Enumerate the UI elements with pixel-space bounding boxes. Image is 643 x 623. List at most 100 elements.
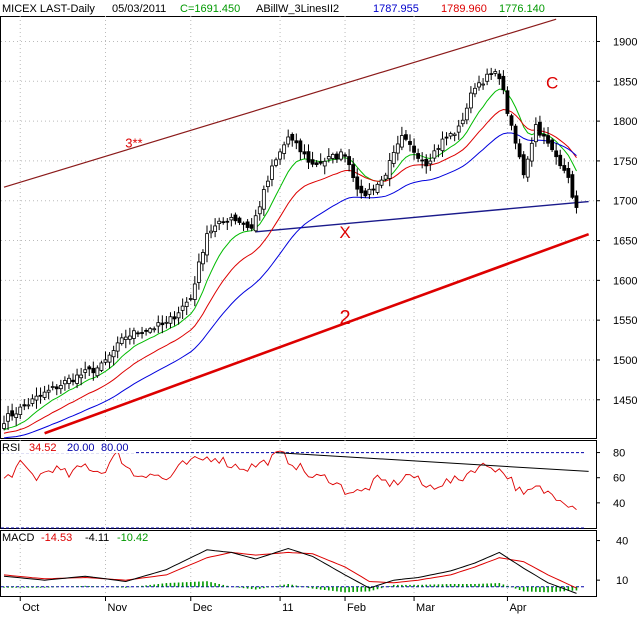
price-bar-body [416, 153, 421, 159]
price-bar-body [58, 385, 63, 390]
price-bar-body [375, 183, 380, 193]
price-bar-body [432, 150, 437, 159]
price-bar-body [119, 337, 124, 344]
price-bar-body [343, 154, 347, 157]
price-bar-body [282, 144, 287, 154]
price-bar-body [184, 301, 189, 307]
price-bar-body [440, 138, 445, 152]
price-bar-body [34, 395, 39, 401]
price-bar-body [367, 188, 372, 195]
price-bars-layer [2, 67, 579, 431]
price-bar-body [205, 233, 209, 256]
chart-annotation: 2 [339, 307, 350, 329]
x-tick-label: Mar [416, 602, 435, 614]
support-line [255, 200, 589, 233]
price-bar-body [294, 140, 299, 144]
price-bar-body [501, 75, 506, 91]
price-bar-body [558, 154, 563, 167]
price-tick-label: 1650 [613, 236, 637, 248]
price-bar-body [71, 379, 75, 383]
ma-fast-line [3, 88, 577, 431]
price-bar-body [217, 220, 222, 224]
price-bar-body [452, 133, 457, 136]
price-bar-body [132, 330, 136, 339]
price-bar-body [493, 71, 498, 74]
price-bar-body [10, 410, 15, 417]
price-bar-body [554, 150, 559, 158]
price-tick-label: 1450 [613, 395, 637, 407]
price-bar-body [115, 342, 120, 352]
header-date: 05/03/2011 [112, 3, 166, 15]
price-bar-body [172, 316, 177, 320]
price-bar-body [481, 83, 485, 86]
moving-average-layer [3, 88, 577, 439]
price-bar-body [302, 151, 307, 155]
price-bar-body [176, 312, 181, 319]
price-bar-body [2, 423, 6, 429]
macd-hist-value: -10.42 [117, 532, 148, 544]
price-bar-body [111, 350, 116, 358]
price-bar-body [529, 142, 534, 162]
price-bar-body [18, 406, 23, 415]
price-bar-body [347, 156, 352, 166]
price-bar-body [278, 151, 282, 160]
price-bar-body [497, 73, 502, 80]
price-bar-body [562, 165, 567, 171]
price-tick-label: 1800 [613, 116, 637, 128]
price-bar-body [75, 374, 79, 384]
macd-tick-label: 40 [616, 536, 628, 548]
price-bar-body [420, 159, 425, 162]
header-value-2: 1789.960 [441, 3, 487, 15]
price-bar-body [233, 214, 238, 222]
rsi-tick-label: 40 [613, 498, 625, 510]
price-bar-body [265, 180, 270, 188]
price-bar-body [318, 161, 323, 164]
price-bar-body [330, 154, 335, 159]
price-bar-body [127, 335, 132, 340]
price-bar-body [326, 156, 331, 160]
price-bar-body [14, 413, 19, 418]
rsi-title-bg [1, 441, 135, 453]
price-bar-body [383, 174, 388, 180]
price-bar-body [241, 222, 246, 225]
price-bar-body [477, 82, 481, 88]
price-bar-body [107, 354, 112, 363]
trendline-2 [44, 232, 590, 435]
price-bar-body [225, 220, 230, 223]
price-bar-body [509, 115, 514, 126]
price-bar-body [196, 261, 201, 283]
header-symbol: MICEX LAST-Daily [2, 3, 95, 15]
macd-tick-label: 10 [616, 575, 628, 587]
price-bar-body [404, 134, 408, 140]
annotation-layer: 3** 2 X C [125, 73, 558, 329]
ma-mid-line [3, 108, 577, 434]
price-bar-body [379, 179, 384, 186]
rsi-divergence-line [275, 452, 589, 472]
price-bar-body [148, 328, 153, 333]
price-bar-body [395, 143, 400, 154]
trendline-layer [3, 18, 590, 435]
macd-title-bg [1, 531, 161, 543]
price-bar-body [164, 321, 169, 324]
x-tick-label: Apr [509, 602, 526, 614]
price-bar-body [546, 135, 550, 144]
chart-annotation: C [546, 73, 558, 92]
price-bar-body [468, 92, 473, 109]
price-bar-body [209, 230, 213, 234]
header-close: C=1691.450 [180, 3, 240, 15]
price-bar-body [436, 148, 441, 150]
price-bar-body [257, 206, 262, 215]
price-tick-label: 1750 [613, 156, 637, 168]
price-bar-body [201, 252, 205, 265]
price-bar-body [359, 185, 364, 194]
x-tick-label: Oct [22, 602, 39, 614]
price-bar-body [192, 283, 197, 300]
price-bar-body [54, 386, 59, 390]
price-bar-body [83, 369, 88, 373]
price-bar-body [542, 134, 546, 137]
price-bar-body [136, 332, 140, 335]
ma-slow-line [3, 132, 577, 439]
price-bar-body [521, 154, 526, 176]
price-tick-label: 1900 [613, 36, 637, 48]
price-bar-body [513, 125, 518, 144]
